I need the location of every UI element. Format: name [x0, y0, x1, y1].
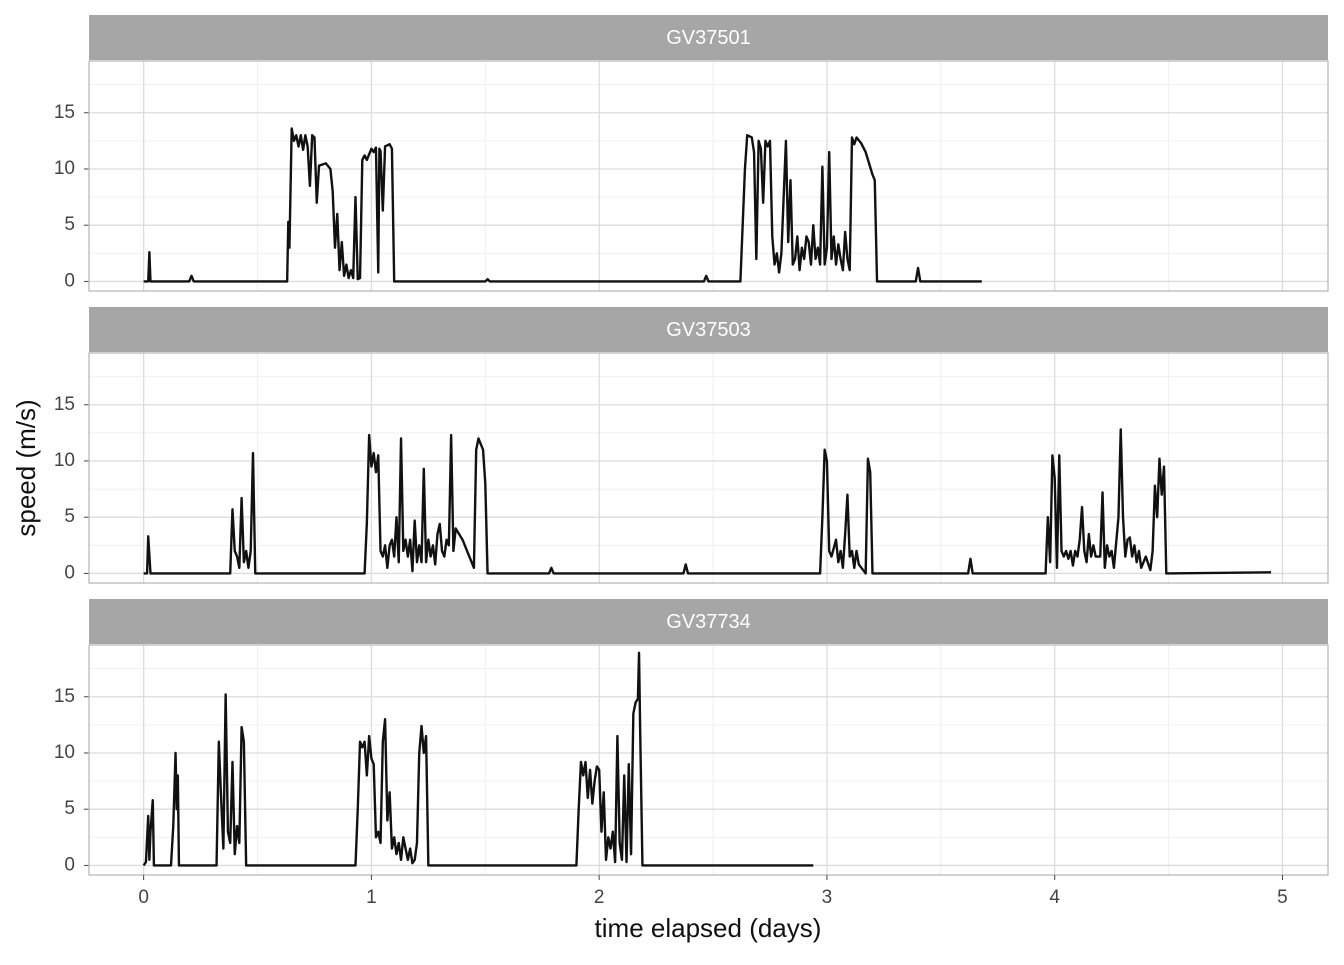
x-tick-label: 4	[1049, 887, 1060, 908]
x-tick-label: 2	[594, 887, 605, 908]
strip	[89, 599, 1328, 644]
panel-border	[88, 60, 1329, 292]
x-axis-title: time elapsed (days)	[595, 913, 822, 943]
y-tick-label: 10	[54, 450, 75, 471]
strip-label: GV37501	[666, 27, 751, 49]
y-tick-label: 5	[64, 506, 75, 527]
strip	[89, 15, 1328, 60]
strip-label: GV37734	[666, 611, 751, 633]
y-tick-label: 0	[64, 854, 75, 875]
y-tick-label: 5	[64, 214, 75, 235]
y-tick-label: 0	[64, 562, 75, 583]
data-line	[143, 127, 982, 283]
y-axis-title: speed (m/s)	[11, 399, 41, 536]
y-tick-label: 0	[64, 270, 75, 291]
y-tick-label: 5	[64, 798, 75, 819]
y-tick-label: 15	[54, 686, 75, 707]
x-tick-label: 0	[138, 887, 149, 908]
data-line	[142, 651, 814, 867]
y-tick-label: 15	[54, 394, 75, 415]
x-tick-label: 1	[366, 887, 377, 908]
x-tick-label: 5	[1277, 887, 1288, 908]
y-tick-label: 10	[54, 158, 75, 179]
panel-border	[88, 352, 1329, 584]
x-tick-label: 3	[822, 887, 833, 908]
panel-border	[88, 644, 1329, 876]
y-tick-label: 15	[54, 102, 75, 123]
strip-label: GV37503	[666, 319, 751, 341]
strip	[89, 307, 1328, 352]
data-line	[143, 428, 1272, 575]
y-tick-label: 10	[54, 742, 75, 763]
